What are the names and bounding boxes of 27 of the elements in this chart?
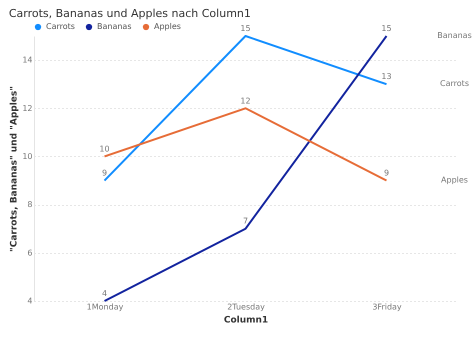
data-label: 10 [99,144,110,154]
data-label: 7 [242,216,248,226]
data-label: 9 [384,168,390,178]
x-tick-label: 1Monday [86,302,124,312]
data-label: 12 [240,96,251,106]
y-axis-title: "Carrots, Bananas" und "Apples" [9,86,20,252]
y-tick-label: 10 [22,152,32,161]
data-label: 15 [381,24,392,33]
legend-label: Bananas [97,22,132,31]
y-tick-label: 12 [22,104,32,113]
text: Apples [441,176,468,185]
y-tick-label: 4 [27,296,32,306]
x-tick-label: 3Friday [372,302,402,312]
legend-label: Apples [154,22,181,31]
data-label: 9 [102,168,108,178]
legend-label: Carrots [46,22,75,31]
data-label: 15 [240,24,251,33]
y-tick-label: 14 [22,56,32,65]
chart-title: Carrots, Bananas und Apples nach Column1 [8,7,251,20]
y-tick-label: 8 [27,200,32,210]
data-label: 4 [102,289,108,298]
x-axis-title: Column1 [224,316,268,326]
y-tick-label: 6 [27,248,32,258]
text: Bananas [437,31,472,40]
text: Carrots [440,79,469,88]
data-label: 13 [381,72,392,82]
x-tick-label: 2Tuesday [227,302,266,312]
